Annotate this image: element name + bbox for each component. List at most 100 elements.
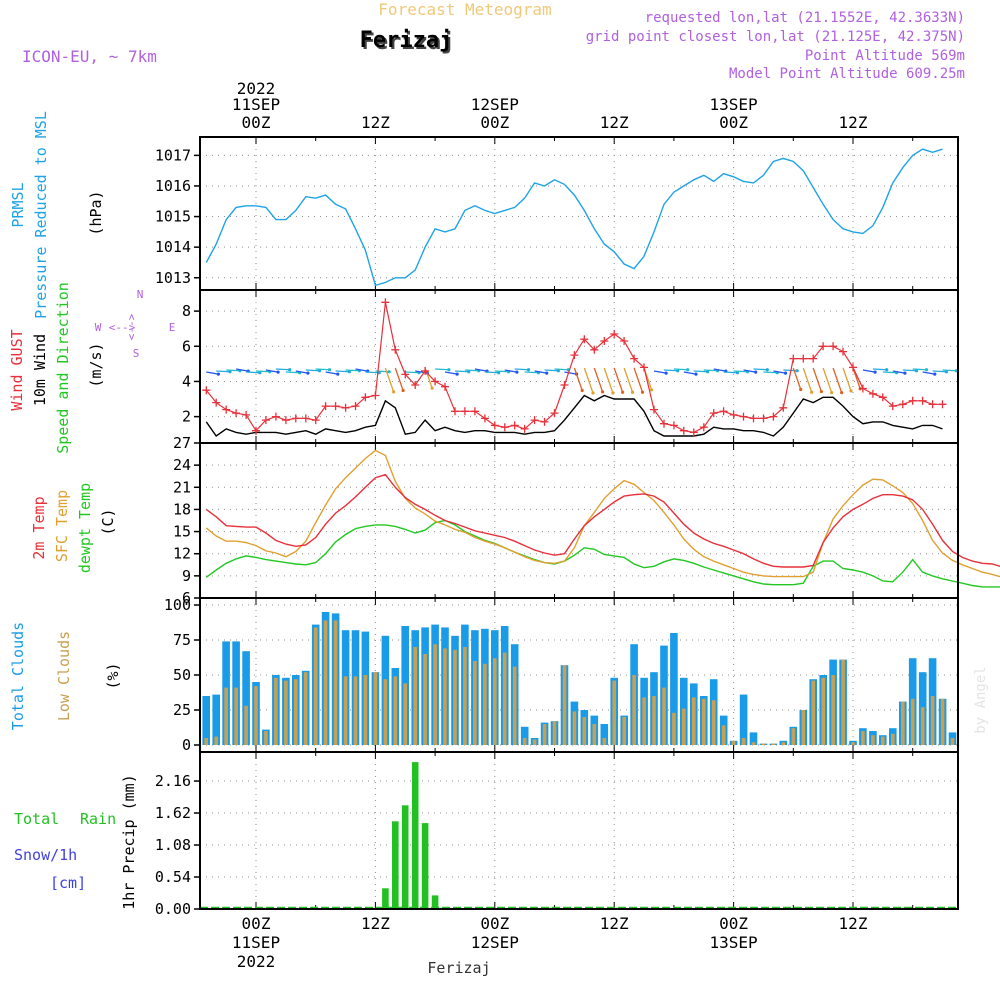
low-cloud-bar [284, 680, 288, 745]
gust-marker [938, 400, 947, 409]
wind-arrow-head [676, 369, 680, 373]
low-cloud-bar [552, 721, 557, 745]
low-cloud-bar [443, 648, 447, 745]
total-cloud-bar [670, 633, 678, 745]
pressure-ytick-label: 1017 [155, 146, 191, 164]
wind-arrow-head [903, 371, 907, 375]
gust-marker [431, 377, 440, 386]
low-cloud-bar [493, 658, 497, 745]
low-cloud-bar [313, 627, 318, 745]
gust-marker [232, 409, 241, 418]
point-altitude: Point Altitude 569m [805, 48, 965, 64]
rain-panel-labels: Total Rain Snow/1h [cm] 1hr Precip (mm) [14, 774, 138, 909]
wind-arrow [573, 367, 583, 391]
sfc-temp-label: SFC Temp [53, 490, 71, 562]
low-cloud-bar [602, 738, 607, 745]
wind-arrow [524, 371, 539, 374]
gust-marker [888, 402, 897, 411]
pressure-unit: (hPa) [87, 190, 105, 235]
bottom-time-label: 2022 [237, 952, 276, 971]
wind-arrow [355, 368, 368, 372]
gust-marker [868, 389, 877, 398]
wind-arrow [275, 368, 290, 371]
wind-arrow-head [765, 368, 769, 372]
wind-arrow-head [819, 389, 823, 394]
wind-arrow-head [849, 389, 853, 393]
low-cloud-bar [512, 666, 517, 745]
wind-arrow [802, 367, 813, 393]
compass-w: W [95, 321, 102, 334]
sfc-temp-line [205, 449, 1000, 578]
gust-marker [261, 416, 270, 425]
wind-speed-line [205, 394, 943, 437]
bottom-time-label: 00Z [719, 914, 748, 933]
gust-marker [729, 410, 738, 419]
gust-label: Wind GUST [8, 329, 26, 410]
gust-marker [839, 347, 847, 356]
wind-plot-area [200, 290, 958, 443]
wind-arrow [763, 371, 778, 374]
low-cloud-bar [811, 680, 815, 745]
low-cloud-bar [463, 647, 467, 745]
cloud-chart: 0 25 50 75 100 [164, 596, 959, 754]
gust-marker [540, 417, 549, 426]
low-cloud-bar [801, 710, 806, 745]
temp-plot-area [200, 443, 958, 598]
temp-ytick-label: 21 [173, 478, 191, 496]
low-cloud-bar [950, 738, 955, 745]
gust-marker [660, 419, 668, 428]
wind-arrow [384, 367, 395, 393]
cloud-ytick-label: 0 [182, 736, 191, 754]
wind-arrow-head [694, 372, 698, 376]
snow-label: Snow/1h [14, 846, 77, 864]
wind-arrow [743, 369, 756, 373]
low-cloud-bar [831, 675, 835, 745]
rain-frame [199, 751, 959, 910]
gust-marker [490, 421, 499, 430]
wind-arrow [822, 367, 833, 393]
wind-panel-labels: Wind GUST 10m Wind Speed and Direction (… [8, 282, 175, 454]
wind-arrow [653, 370, 667, 374]
low-cloud-bar [682, 708, 686, 745]
wind-arrow [544, 369, 559, 372]
rain-ytick-label: 1.08 [155, 836, 191, 854]
pressure-yaxis: 1013 1014 1015 1016 1017 [155, 146, 200, 287]
compass-s: S [133, 347, 140, 360]
wind-arrow-head [840, 390, 844, 395]
wind-direction-arrows [206, 367, 958, 395]
wind-arrow [216, 370, 231, 373]
wind-unit: (m/s) [87, 342, 105, 387]
wind-arrow-head [933, 372, 937, 376]
low-cloud-bar [861, 731, 865, 745]
wind-arrow [444, 371, 458, 375]
low-cloud-bar [403, 683, 407, 745]
wind-arrow-head [276, 370, 280, 374]
cloud-panel-labels: Total Clouds Low Clouds (%) [9, 622, 122, 730]
temp2m-label: 2m Temp [30, 496, 48, 559]
top-time-label: 13SEP [710, 95, 758, 114]
wind-arrow [315, 368, 330, 371]
model-point-altitude: Model Point Altitude 609.25m [729, 66, 965, 82]
cloud-ytick-label: 100 [164, 596, 191, 614]
total-cloud-bar [749, 732, 758, 745]
gust-marker [580, 335, 589, 344]
low-cloud-bar [393, 676, 398, 745]
wind-arrow-head [914, 369, 919, 373]
gust-marker [311, 416, 320, 425]
wind-arrow [405, 371, 420, 374]
total-cloud-bar [600, 724, 609, 745]
gust-marker [421, 366, 430, 375]
wind-chart: 2 4 6 8 [182, 289, 959, 444]
wind-arrow-head [258, 371, 262, 375]
wind-arrow [633, 367, 644, 393]
dewpt-label: dewpt Temp [76, 483, 94, 573]
wind-arrow [613, 367, 624, 393]
wind-arrow [265, 369, 279, 373]
forecast-subtitle: Forecast Meteogram [378, 0, 551, 19]
low-cloud-bar [274, 677, 278, 745]
low-cloud-bar [483, 663, 487, 745]
pressure-label: Pressure Reduced to MSL [32, 111, 50, 319]
pressure-chart: 1013 1014 1015 1016 1017 [155, 136, 959, 291]
wind-arrow [504, 369, 517, 373]
gust-marker [898, 400, 907, 409]
